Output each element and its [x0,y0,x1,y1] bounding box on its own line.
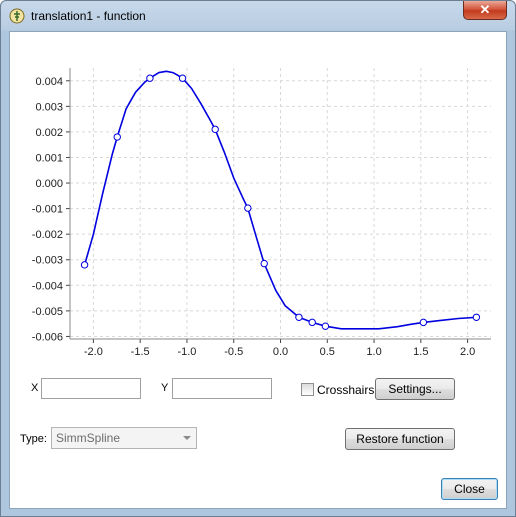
chevron-down-icon [183,436,191,440]
x-input[interactable] [41,378,141,399]
control-point [178,74,187,82]
y-tick-label: 0.000 [35,178,63,190]
y-label: Y [161,382,169,394]
control-point [308,318,316,327]
control-point [244,204,252,212]
control-point [113,133,121,141]
y-tick-label: -0.005 [32,306,63,318]
x-tick-label: 2.0 [460,346,475,358]
type-label: Type: [20,433,47,445]
window-title: translation1 - function [31,9,146,23]
x-tick-label: 0.5 [320,346,335,358]
close-icon: ✕ [479,2,491,17]
function-plot[interactable]: -2.0 -1.5 -1.0 -0.5 0.0 0.5 1.0 1.5 2.0 0.004 0.00… [10,32,506,362]
control-point [260,259,268,268]
control-point [295,313,303,321]
control-point [146,74,154,82]
title-bar[interactable]: translation1 - function ✕ [1,1,515,31]
control-point [419,318,428,327]
y-tick-label: 0.003 [35,101,63,113]
settings-button[interactable]: Settings... [375,378,455,400]
y-tick-label: -0.002 [32,229,63,241]
client-area: -2.0 -1.5 -1.0 -0.5 0.0 0.5 1.0 1.5 2.0 0.004 0.00… [9,31,507,509]
y-tick-label: -0.003 [32,255,63,267]
close-button[interactable]: Close [441,478,498,500]
function-curve [83,70,477,330]
y-tick-label: 0.001 [35,152,63,164]
y-tick-label: -0.004 [32,280,63,292]
control-point [472,313,481,321]
x-tick-label: -2.0 [84,346,103,358]
crosshairs-checkbox[interactable] [301,383,314,396]
x-tick-label: -0.5 [224,346,243,358]
crosshairs-label: Crosshairs [317,383,375,397]
type-select-value: SimmSpline [56,431,121,445]
restore-function-button[interactable]: Restore function [345,428,455,450]
plot-area [70,68,491,339]
x-tick-label: 1.0 [366,346,381,358]
x-tick-label: 0.0 [273,346,288,358]
x-tick-label: -1.5 [131,346,150,358]
y-input[interactable] [172,378,272,399]
window-close-button[interactable]: ✕ [463,1,507,20]
y-tick-label: -0.001 [32,204,63,216]
app-logo-icon [9,8,25,24]
x-tick-label: 1.5 [413,346,428,358]
control-point [321,322,330,330]
y-tick-label: 0.002 [35,127,63,139]
y-tick-label: 0.004 [35,76,63,88]
y-tick-label: -0.006 [32,331,63,343]
type-select[interactable]: SimmSpline [51,427,197,449]
x-label: X [31,382,39,394]
control-point [80,261,89,269]
x-tick-label: -1.0 [177,346,196,358]
control-point [211,125,219,134]
